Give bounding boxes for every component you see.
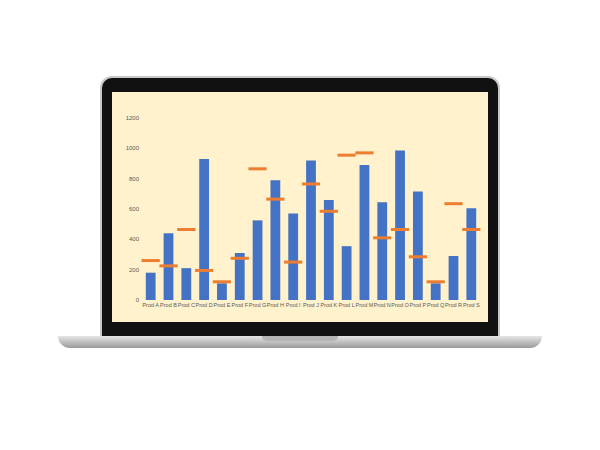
svg-text:600: 600 [129, 206, 140, 212]
svg-text:800: 800 [129, 176, 140, 182]
svg-text:Prod A: Prod A [142, 302, 159, 308]
svg-text:400: 400 [129, 236, 140, 242]
svg-text:Prod H: Prod H [267, 302, 284, 308]
svg-text:Prod E: Prod E [214, 302, 231, 308]
svg-text:Prod P: Prod P [409, 302, 426, 308]
svg-text:1200: 1200 [126, 115, 140, 121]
svg-text:Prod G: Prod G [249, 302, 266, 308]
svg-text:Prod Q: Prod Q [427, 302, 445, 308]
svg-text:Prod S: Prod S [463, 302, 480, 308]
svg-text:Prod M: Prod M [356, 302, 374, 308]
svg-text:Prod D: Prod D [196, 302, 213, 308]
svg-text:Prod K: Prod K [320, 302, 337, 308]
svg-text:200: 200 [129, 267, 140, 273]
svg-text:Prod N: Prod N [374, 302, 391, 308]
svg-text:Prod L: Prod L [339, 302, 355, 308]
svg-text:1000: 1000 [126, 145, 140, 151]
svg-text:0: 0 [136, 297, 140, 303]
svg-text:Prod C: Prod C [178, 302, 195, 308]
svg-text:Prod O: Prod O [391, 302, 409, 308]
svg-text:Prod I: Prod I [286, 302, 301, 308]
svg-text:Prod F: Prod F [231, 302, 248, 308]
svg-text:Prod B: Prod B [160, 302, 177, 308]
svg-text:Prod R: Prod R [445, 302, 462, 308]
svg-text:Prod J: Prod J [303, 302, 319, 308]
